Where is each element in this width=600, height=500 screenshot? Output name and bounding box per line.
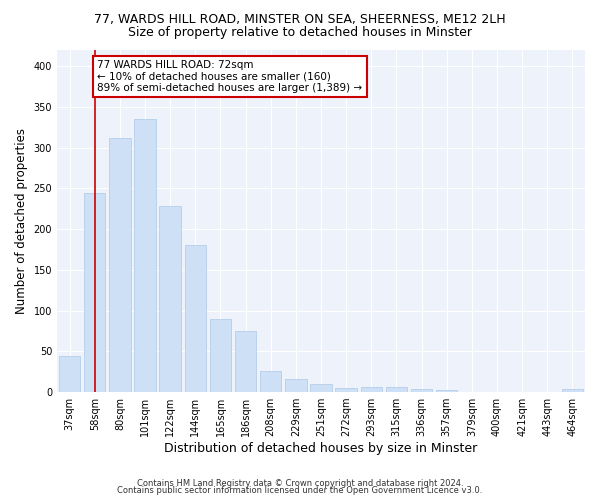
Bar bbox=[235, 331, 256, 392]
Bar bbox=[310, 384, 332, 392]
Text: Size of property relative to detached houses in Minster: Size of property relative to detached ho… bbox=[128, 26, 472, 39]
Y-axis label: Number of detached properties: Number of detached properties bbox=[15, 128, 28, 314]
Bar bbox=[84, 192, 106, 392]
Text: 77, WARDS HILL ROAD, MINSTER ON SEA, SHEERNESS, ME12 2LH: 77, WARDS HILL ROAD, MINSTER ON SEA, SHE… bbox=[94, 12, 506, 26]
Bar bbox=[160, 206, 181, 392]
Bar bbox=[386, 387, 407, 392]
Bar bbox=[260, 371, 281, 392]
Text: 77 WARDS HILL ROAD: 72sqm
← 10% of detached houses are smaller (160)
89% of semi: 77 WARDS HILL ROAD: 72sqm ← 10% of detac… bbox=[97, 60, 362, 93]
Text: Contains HM Land Registry data © Crown copyright and database right 2024.: Contains HM Land Registry data © Crown c… bbox=[137, 478, 463, 488]
Bar bbox=[210, 319, 231, 392]
Bar bbox=[185, 246, 206, 392]
Bar bbox=[335, 388, 357, 392]
Bar bbox=[59, 356, 80, 392]
Bar bbox=[285, 379, 307, 392]
Bar bbox=[436, 390, 457, 392]
Bar bbox=[109, 138, 131, 392]
Bar bbox=[361, 387, 382, 392]
Bar bbox=[134, 119, 156, 392]
X-axis label: Distribution of detached houses by size in Minster: Distribution of detached houses by size … bbox=[164, 442, 478, 455]
Bar bbox=[562, 389, 583, 392]
Bar bbox=[411, 389, 432, 392]
Text: Contains public sector information licensed under the Open Government Licence v3: Contains public sector information licen… bbox=[118, 486, 482, 495]
